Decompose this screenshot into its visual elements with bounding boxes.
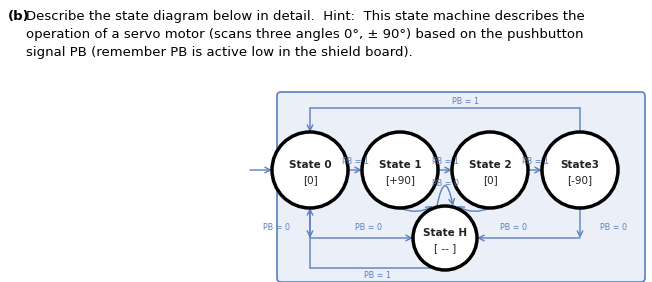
Text: [ -- ]: [ -- ] [434, 243, 456, 253]
Text: PB = 0: PB = 0 [355, 224, 382, 232]
Text: PB = 1: PB = 1 [522, 158, 548, 166]
Text: (b): (b) [8, 10, 30, 23]
Text: [-90]: [-90] [567, 175, 593, 185]
Text: State3: State3 [561, 160, 599, 170]
FancyBboxPatch shape [277, 92, 645, 282]
Text: PB = 0: PB = 0 [500, 224, 527, 232]
Text: State 0: State 0 [289, 160, 331, 170]
Text: PB = 0: PB = 0 [600, 224, 627, 232]
Text: PB = 0: PB = 0 [263, 224, 290, 232]
Text: [0]: [0] [482, 175, 497, 185]
Text: State 1: State 1 [379, 160, 421, 170]
Circle shape [452, 132, 528, 208]
Circle shape [413, 206, 477, 270]
Text: State 2: State 2 [469, 160, 511, 170]
Circle shape [362, 132, 438, 208]
Text: PB = 1: PB = 1 [451, 96, 479, 105]
Text: State H: State H [423, 228, 467, 238]
Text: [+90]: [+90] [385, 175, 415, 185]
Text: PB = 0: PB = 0 [432, 180, 458, 188]
Text: Describe the state diagram below in detail.  Hint:  This state machine describes: Describe the state diagram below in deta… [26, 10, 585, 59]
Text: PB = 1: PB = 1 [342, 158, 368, 166]
Text: [0]: [0] [303, 175, 318, 185]
Circle shape [272, 132, 348, 208]
Text: PB = 1: PB = 1 [364, 270, 391, 279]
Text: PB = 1: PB = 1 [432, 158, 458, 166]
Circle shape [542, 132, 618, 208]
